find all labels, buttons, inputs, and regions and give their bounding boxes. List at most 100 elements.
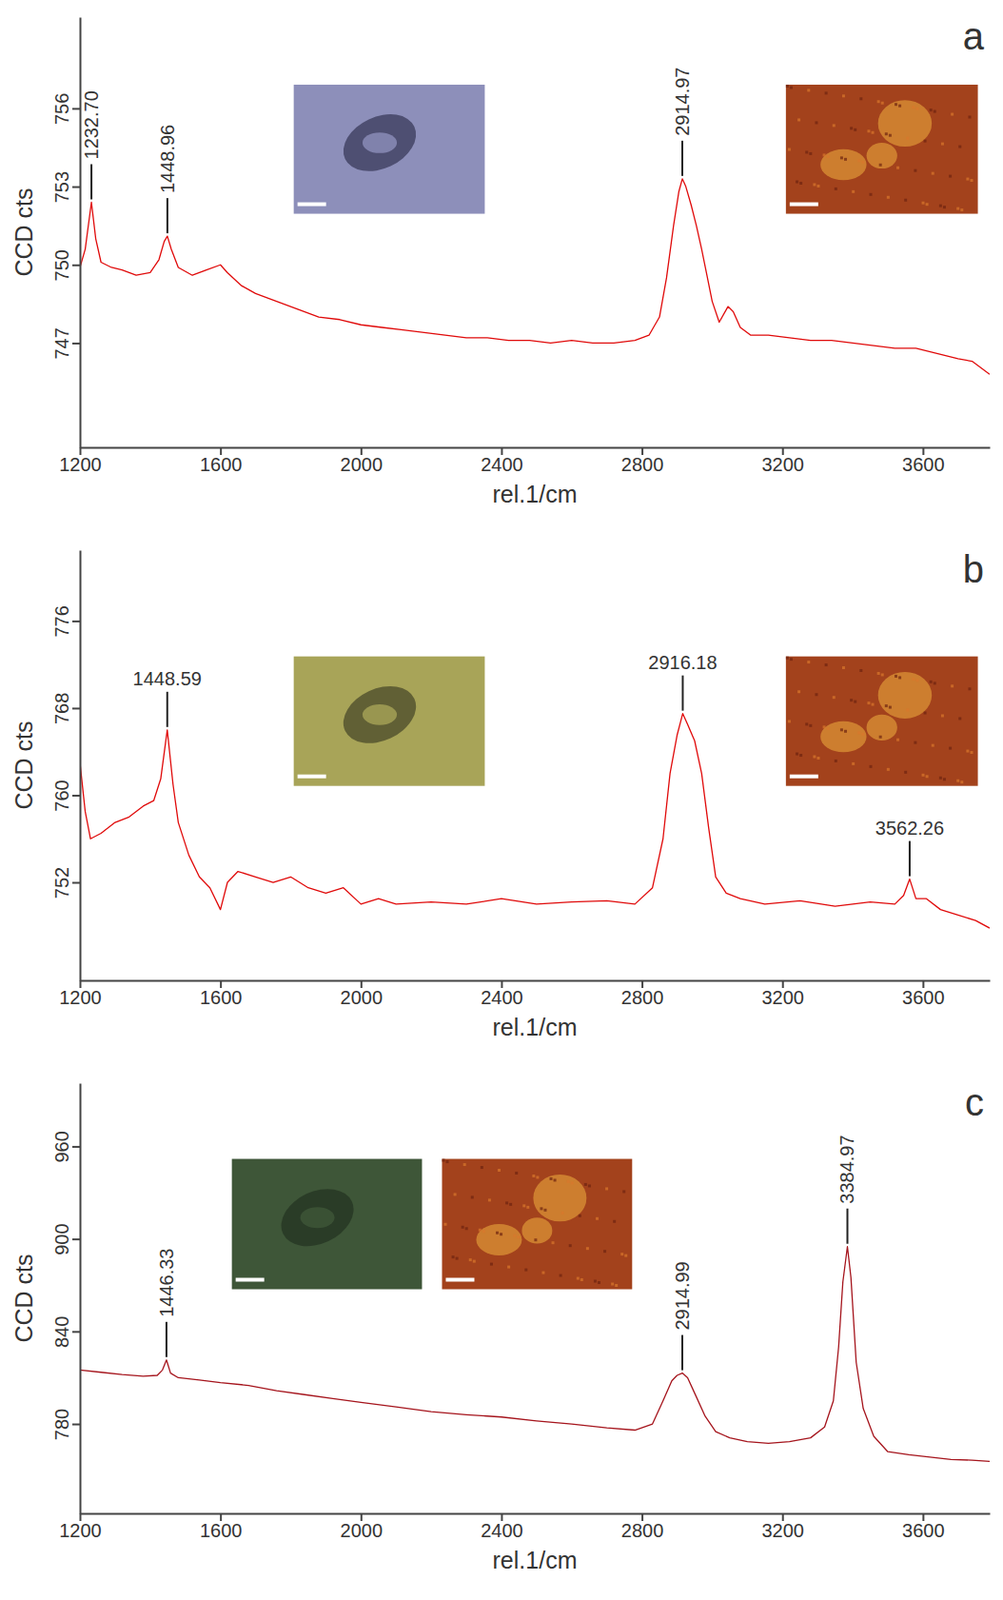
inset-texture <box>541 1271 545 1275</box>
inset-hotspot <box>521 1217 552 1243</box>
x-tick-label: 1200 <box>59 986 102 1008</box>
inset-texture <box>808 724 812 728</box>
inset-texture <box>911 105 915 109</box>
y-tick: 900 <box>51 1222 80 1255</box>
y-tick-label: 750 <box>51 249 73 281</box>
y-tick: 776 <box>51 605 80 637</box>
inset-texture <box>512 1234 516 1238</box>
inset-texture <box>522 1203 526 1207</box>
inset-texture <box>853 700 857 704</box>
inset-texture <box>851 190 855 194</box>
y-tick: 768 <box>51 692 80 725</box>
inset-texture <box>786 84 789 88</box>
peak-marker <box>845 1208 848 1244</box>
inset-texture <box>570 1180 574 1184</box>
x-tick-label: 3200 <box>761 986 805 1008</box>
y-tick-label: 752 <box>51 866 73 899</box>
inset-texture <box>924 139 927 143</box>
inset-texture <box>561 1211 565 1215</box>
inset-texture <box>933 681 937 685</box>
inset-hotspot <box>878 671 932 719</box>
y-axis-line <box>79 18 82 449</box>
inset-particle-core <box>300 1206 335 1228</box>
inset-texture <box>929 680 933 684</box>
inset-texture <box>799 181 803 185</box>
inset-texture <box>461 1225 465 1229</box>
inset-texture <box>588 1183 591 1187</box>
inset-texture <box>578 1214 582 1218</box>
inset-texture <box>915 107 919 111</box>
inset-texture <box>507 1265 511 1269</box>
inset-texture <box>931 744 935 748</box>
y-tick-mark <box>72 107 80 110</box>
inset-texture <box>958 716 962 720</box>
inset-texture <box>948 747 952 750</box>
raman-map-inset <box>441 1159 632 1290</box>
inset-texture <box>603 1249 607 1253</box>
inset-texture <box>605 1186 609 1190</box>
inset-texture <box>911 677 915 681</box>
y-axis-line <box>79 1083 82 1515</box>
x-tick: 3600 <box>902 1513 945 1541</box>
x-tick-label: 3600 <box>902 1519 945 1541</box>
inset-texture <box>452 1255 455 1259</box>
plot-area <box>79 713 990 928</box>
inset-texture <box>533 1238 537 1241</box>
inset-texture <box>886 767 890 771</box>
x-axis-line <box>80 980 991 983</box>
inset-texture <box>842 666 846 669</box>
inset-texture <box>958 145 962 149</box>
inset-texture <box>849 698 853 702</box>
inset-texture <box>969 750 973 754</box>
inset-texture <box>950 684 954 688</box>
peak-label: 3384.97 <box>836 1134 858 1203</box>
x-tick-label: 3600 <box>902 986 945 1008</box>
y-tick: 756 <box>51 93 80 125</box>
x-axis-line <box>80 1513 991 1515</box>
inset-texture <box>941 713 944 717</box>
inset-texture <box>526 1205 530 1209</box>
y-axis-title: CCD cts <box>10 720 38 809</box>
peak-label: 3562.26 <box>875 817 944 839</box>
inset-texture <box>806 660 810 664</box>
inset-texture <box>866 701 870 705</box>
inset-texture <box>795 752 799 756</box>
inset-texture <box>825 663 828 667</box>
inset-texture <box>488 1198 492 1201</box>
inset-texture <box>789 85 793 89</box>
inset-texture <box>939 204 943 208</box>
y-tick-mark <box>72 1238 80 1240</box>
inset-texture <box>795 180 799 184</box>
y-tick: 750 <box>51 249 80 281</box>
inset-texture <box>559 1274 563 1278</box>
inset-texture <box>482 1229 486 1233</box>
inset-texture <box>543 1208 547 1212</box>
panel-letter: b <box>963 548 984 590</box>
panel: 1200160020002400280032003600752760768776… <box>10 548 991 1041</box>
inset-texture <box>881 101 885 105</box>
inset-texture <box>871 131 875 135</box>
inset-texture <box>879 735 883 739</box>
inset-texture <box>584 1182 588 1186</box>
peak-annotations: 1448.592916.183562.26 <box>133 651 944 877</box>
inset-texture <box>524 1268 528 1272</box>
y-axis: 747750753756 <box>51 18 81 449</box>
inset-texture <box>879 163 883 167</box>
micrograph-inset <box>294 656 486 787</box>
peak-label: 1446.33 <box>156 1248 177 1318</box>
y-tick-mark <box>72 1423 80 1426</box>
inset-texture <box>969 178 973 182</box>
inset-texture <box>576 1277 580 1280</box>
inset-texture <box>787 719 791 723</box>
spectrum-line <box>79 713 990 928</box>
y-tick-label: 768 <box>51 692 73 725</box>
inset-hotspot <box>820 721 866 753</box>
x-tick-label: 2800 <box>621 453 665 475</box>
inset-texture <box>857 158 861 162</box>
inset-texture <box>842 94 846 98</box>
inset-texture <box>826 155 830 158</box>
inset-texture <box>832 123 836 127</box>
inset-scale-bar <box>789 202 819 207</box>
inset-texture <box>495 1231 499 1235</box>
inset-texture <box>898 104 902 108</box>
